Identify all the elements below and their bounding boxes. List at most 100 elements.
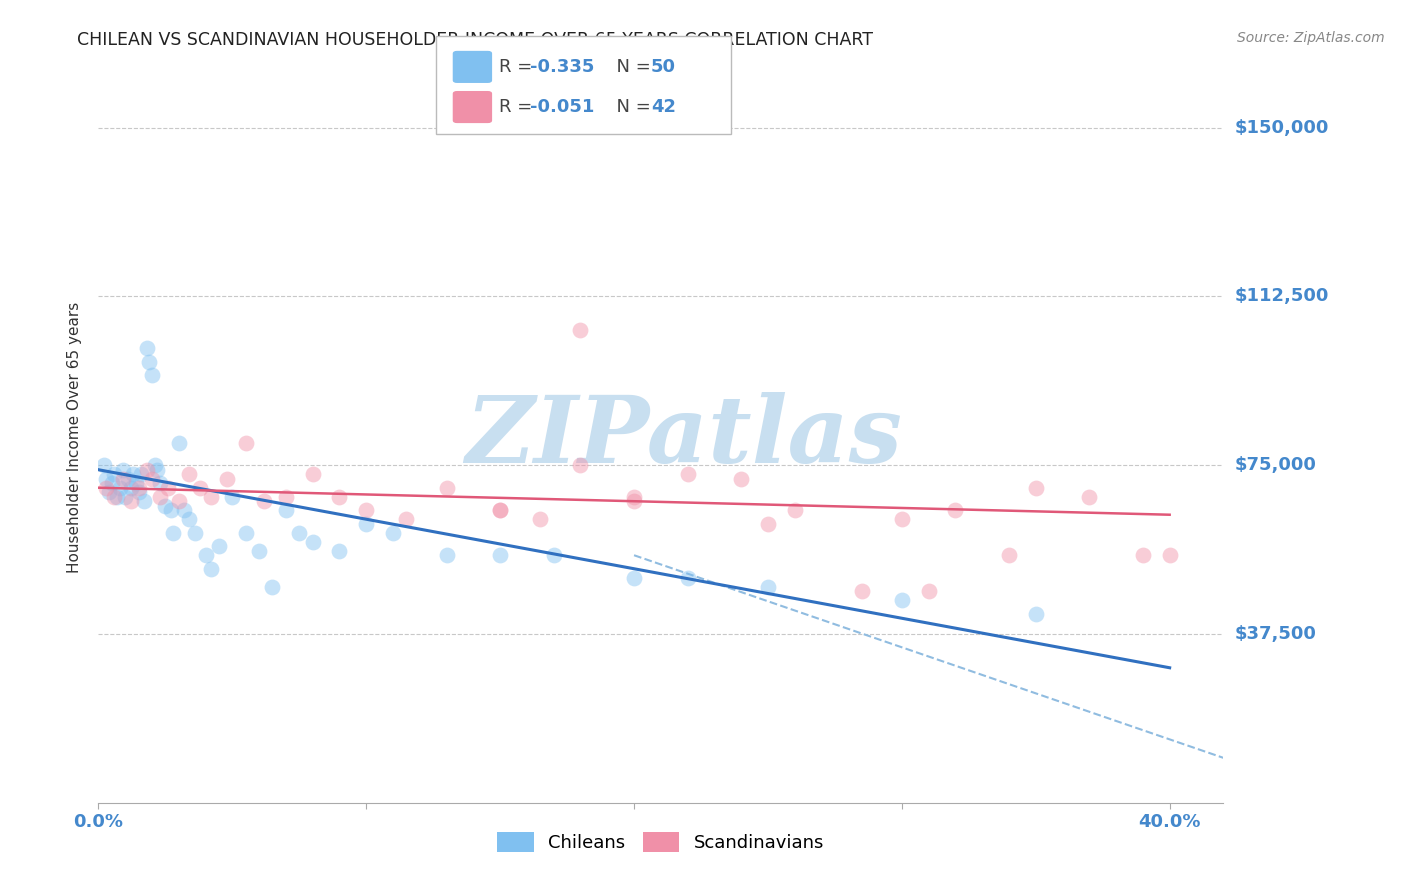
Point [125, 476, 148, 491]
Legend: Chileans, Scandinavians: Chileans, Scandinavians [491, 824, 831, 860]
Point [851, 584, 873, 599]
Point [247, 543, 270, 558]
Point [93, 458, 115, 473]
Point [120, 481, 142, 495]
Point [783, 503, 806, 517]
Text: $112,500: $112,500 [1234, 287, 1329, 305]
Point [395, 512, 418, 526]
Point [489, 503, 512, 517]
Point [676, 467, 699, 482]
Point [354, 503, 377, 517]
Point [623, 494, 645, 508]
Point [111, 472, 134, 486]
Point [108, 481, 131, 495]
Point [138, 354, 160, 368]
Point [436, 481, 458, 495]
Point [111, 463, 134, 477]
Point [730, 472, 752, 486]
Point [354, 516, 377, 531]
Point [235, 525, 257, 540]
Point [135, 341, 157, 355]
Point [149, 476, 172, 491]
Point [623, 571, 645, 585]
Point [274, 503, 297, 517]
Point [301, 534, 323, 549]
Point [215, 472, 238, 486]
Point [98, 485, 121, 500]
Point [120, 494, 142, 508]
Point [96, 472, 118, 486]
Point [917, 584, 939, 599]
Text: -0.051: -0.051 [530, 98, 595, 116]
Point [128, 485, 150, 500]
Point [179, 512, 201, 526]
Point [122, 467, 145, 482]
Text: $37,500: $37,500 [1234, 625, 1316, 643]
Point [200, 490, 222, 504]
Y-axis label: Householder Income Over 65 years: Householder Income Over 65 years [67, 301, 83, 573]
Point [221, 490, 243, 504]
Point [194, 548, 217, 562]
Text: N =: N = [605, 58, 657, 76]
Point [1025, 481, 1047, 495]
Point [262, 580, 284, 594]
Point [143, 458, 166, 473]
Point [569, 458, 592, 473]
Point [200, 562, 222, 576]
Point [167, 435, 190, 450]
Point [274, 490, 297, 504]
Point [623, 490, 645, 504]
Point [105, 490, 128, 504]
Text: Source: ZipAtlas.com: Source: ZipAtlas.com [1237, 31, 1385, 45]
Point [141, 472, 163, 486]
Point [253, 494, 276, 508]
Point [135, 463, 157, 477]
Point [569, 323, 592, 337]
Point [756, 516, 779, 531]
Point [101, 476, 124, 491]
Point [159, 503, 181, 517]
Point [1078, 490, 1101, 504]
Text: $150,000: $150,000 [1234, 119, 1329, 136]
Point [117, 472, 139, 486]
Point [129, 467, 152, 482]
Point [188, 481, 211, 495]
Point [141, 368, 163, 383]
Point [146, 463, 169, 477]
Text: 50: 50 [651, 58, 676, 76]
Point [382, 525, 405, 540]
Point [489, 548, 512, 562]
Point [157, 481, 180, 495]
Point [96, 481, 118, 495]
Point [128, 481, 150, 495]
Point [328, 490, 350, 504]
Point [328, 543, 350, 558]
Point [890, 512, 912, 526]
Point [1025, 607, 1047, 621]
Text: N =: N = [605, 98, 657, 116]
Point [132, 494, 155, 508]
Point [173, 503, 195, 517]
Point [676, 571, 699, 585]
Point [945, 503, 967, 517]
Point [235, 435, 257, 450]
Text: R =: R = [499, 58, 538, 76]
Point [998, 548, 1021, 562]
Point [890, 593, 912, 607]
Point [288, 525, 311, 540]
Text: CHILEAN VS SCANDINAVIAN HOUSEHOLDER INCOME OVER 65 YEARS CORRELATION CHART: CHILEAN VS SCANDINAVIAN HOUSEHOLDER INCO… [77, 31, 873, 49]
Point [103, 490, 125, 504]
Point [149, 490, 172, 504]
Point [529, 512, 551, 526]
Point [162, 525, 184, 540]
Point [543, 548, 565, 562]
Point [208, 539, 231, 553]
Point [155, 499, 177, 513]
Point [489, 503, 512, 517]
Point [184, 525, 207, 540]
Point [179, 467, 201, 482]
Text: -0.335: -0.335 [530, 58, 595, 76]
Point [167, 494, 190, 508]
Text: R =: R = [499, 98, 538, 116]
Point [103, 467, 125, 482]
